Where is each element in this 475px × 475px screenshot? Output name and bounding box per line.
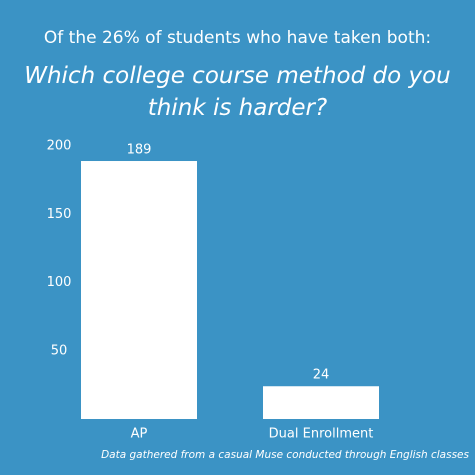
bar bbox=[81, 161, 197, 419]
bar bbox=[263, 386, 379, 419]
value-label: 24 bbox=[313, 368, 330, 383]
chart-title: Of the 26% of students who have taken bo… bbox=[43, 28, 432, 48]
y-tick-label: 100 bbox=[47, 275, 72, 290]
y-tick-label: 200 bbox=[47, 139, 72, 154]
x-tick-label: AP bbox=[131, 427, 148, 442]
y-tick-label: 150 bbox=[47, 207, 72, 222]
value-label: 189 bbox=[127, 143, 152, 158]
source-note: Data gathered from a casual Muse conduct… bbox=[101, 449, 469, 461]
chart-subtitle: Which college course method do you think… bbox=[24, 63, 451, 121]
x-tick-label: Dual Enrollment bbox=[269, 427, 374, 442]
y-tick-label: 50 bbox=[51, 343, 68, 358]
